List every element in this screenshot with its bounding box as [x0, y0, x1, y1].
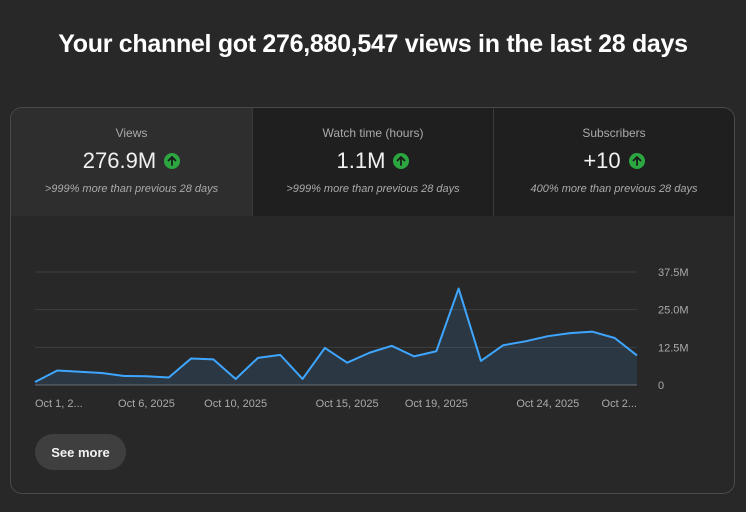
tab-label: Subscribers	[582, 126, 646, 140]
series-line	[34, 287, 638, 383]
tab-comparison: 400% more than previous 28 days	[530, 183, 698, 195]
arrow-up-icon	[628, 153, 645, 169]
tab-value-row: +10	[494, 148, 734, 174]
tab-value: 1.1M	[336, 148, 386, 173]
y-tick-label: 25.0M	[658, 305, 689, 317]
arrow-up-icon	[393, 153, 410, 169]
tab-label: Watch time (hours)	[322, 126, 424, 140]
tab-watch-time[interactable]: Watch time (hours) 1.1M >999% more than …	[252, 108, 493, 216]
see-more-button[interactable]: See more	[35, 434, 126, 470]
tab-value-row: 276.9M	[11, 148, 252, 174]
tab-value: 276.9M	[82, 148, 157, 173]
tab-comparison: >999% more than previous 28 days	[286, 183, 460, 195]
arrow-up-icon	[164, 153, 181, 169]
x-tick-label: Oct 24, 2025	[516, 398, 579, 410]
x-tick-label: Oct 19, 2025	[405, 398, 468, 410]
page-headline: Your channel got 276,880,547 views in th…	[58, 30, 688, 58]
x-tick-label: Oct 2...	[602, 398, 637, 410]
views-line-chart[interactable]: 37.5M 25.0M 12.5M 0 Oct 1, 2... Oct 6, 2025 Oc…	[11, 216, 734, 416]
y-tick-label: 12.5M	[658, 342, 689, 354]
tab-views[interactable]: Views 276.9M >999% more than previous 28…	[11, 108, 252, 216]
x-tick-label: Oct 1, 2...	[35, 398, 83, 410]
tab-value: +10	[583, 148, 621, 173]
x-tick-label: Oct 15, 2025	[316, 398, 379, 410]
y-tick-label: 37.5M	[658, 267, 689, 279]
x-tick-label: Oct 10, 2025	[204, 398, 267, 410]
analytics-card: Views 276.9M >999% more than previous 28…	[10, 107, 735, 494]
tab-value-row: 1.1M	[253, 148, 493, 174]
tab-label: Views	[115, 126, 148, 140]
x-tick-label: Oct 6, 2025	[118, 398, 175, 410]
tab-comparison: >999% more than previous 28 days	[44, 183, 219, 195]
y-tick-label: 0	[658, 380, 664, 392]
metric-tabs: Views 276.9M >999% more than previous 28…	[11, 108, 734, 216]
tab-subscribers[interactable]: Subscribers +10 400% more than previous …	[493, 108, 734, 216]
series-area	[35, 288, 637, 385]
